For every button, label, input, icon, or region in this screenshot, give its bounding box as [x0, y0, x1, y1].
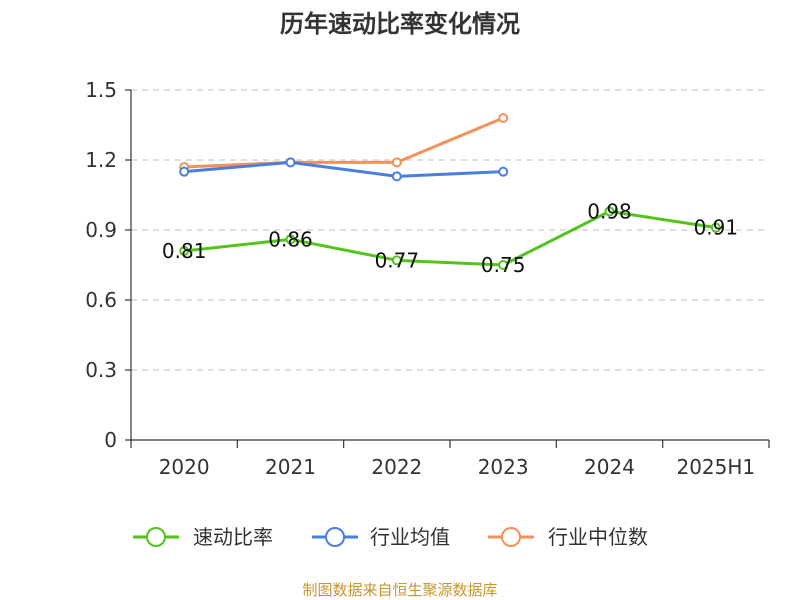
data-point [285, 157, 296, 168]
data-label: 0.91 [694, 216, 739, 240]
x-tick-label: 2023 [478, 455, 529, 479]
data-point [285, 234, 296, 245]
data-point [391, 157, 402, 168]
y-tick-label: 0.9 [85, 218, 117, 242]
y-tick-label: 0.6 [85, 288, 117, 312]
legend-marker [501, 527, 521, 547]
legend-label: 速动比率 [193, 525, 273, 549]
data-point [498, 113, 509, 123]
data-label: 0.86 [268, 227, 313, 251]
data-point [710, 222, 721, 233]
legend-label: 行业中位数 [548, 525, 648, 549]
legend-marker [146, 527, 166, 547]
grid-lines [131, 89, 769, 371]
x-tick-label: 2021 [265, 455, 316, 479]
legend-marker [325, 527, 345, 547]
legend-label: 行业均值 [370, 525, 450, 549]
axes: 0 0.3 0.6 0.9 1.2 1.5 2020 2021 2022 2023 2024 2025… [85, 78, 770, 479]
data-label: 0.77 [375, 248, 420, 272]
data-point [604, 206, 615, 217]
source-note: 制图数据来自恒生聚源数据库 [302, 581, 497, 599]
data-point [391, 255, 402, 266]
legend: 速动比率 行业均值 行业中位数 [133, 525, 648, 549]
y-tick-label: 1.5 [85, 78, 117, 102]
series-layer: 0.81 0.86 0.77 0.75 0.98 0.91 [162, 113, 739, 277]
data-point [498, 166, 509, 177]
x-tick-label: 2022 [371, 455, 422, 479]
data-point [179, 246, 190, 256]
x-tick-label: 2025H1 [676, 455, 755, 479]
data-point [498, 260, 509, 270]
series-line [184, 160, 504, 178]
x-tick-label: 2020 [159, 455, 210, 479]
data-point [179, 166, 190, 177]
x-tick-label: 2024 [584, 455, 635, 479]
data-point [391, 171, 402, 182]
data-label: 0.81 [162, 239, 207, 263]
series-line [184, 209, 717, 267]
data-label: 0.75 [481, 253, 526, 277]
y-tick-label: 0.3 [85, 358, 117, 382]
series-line [184, 116, 504, 169]
chart-title: 历年速动比率变化情况 [280, 10, 520, 38]
y-tick-label: 0 [104, 428, 117, 452]
y-tick-label: 1.2 [85, 148, 117, 172]
data-label: 0.98 [587, 199, 632, 223]
